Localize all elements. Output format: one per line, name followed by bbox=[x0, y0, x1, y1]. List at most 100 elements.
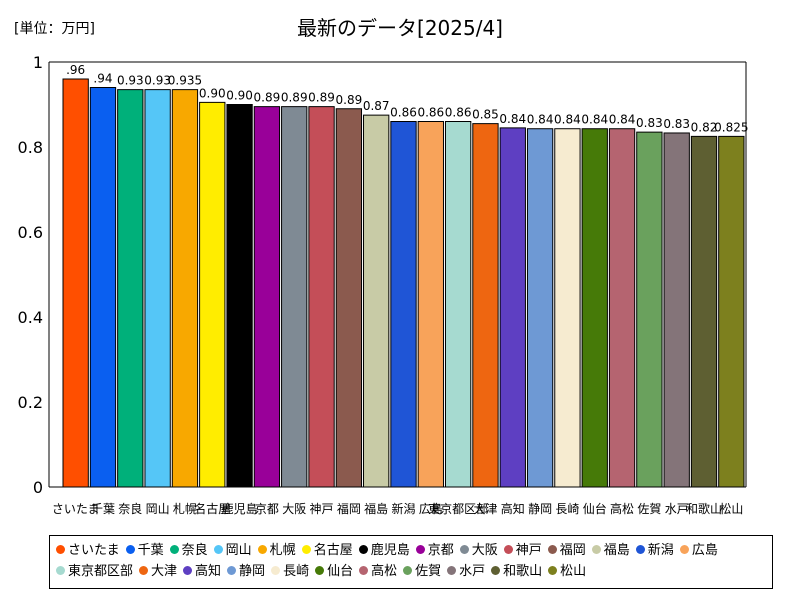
legend-label: 大阪 bbox=[471, 543, 498, 558]
legend-label: 京都 bbox=[427, 543, 454, 558]
legend-label: 東京都区部 bbox=[68, 564, 134, 579]
legend-marker bbox=[359, 566, 369, 575]
legend-marker bbox=[447, 566, 457, 575]
bar bbox=[390, 121, 417, 488]
legend-marker bbox=[257, 545, 267, 554]
bar bbox=[690, 135, 718, 488]
bar bbox=[718, 135, 745, 488]
x-tick-label: 佐賀 bbox=[637, 502, 661, 516]
bar-value-label: 0.86 bbox=[417, 106, 444, 120]
bar-value-label: 0.86 bbox=[390, 106, 417, 120]
legend-item: 高松 bbox=[359, 561, 397, 582]
legend-label: 鹿児島 bbox=[370, 543, 410, 558]
bar bbox=[608, 128, 636, 488]
legend-label: 岡山 bbox=[225, 543, 252, 558]
bar bbox=[499, 127, 526, 488]
legend-label: 水戸 bbox=[459, 564, 486, 579]
bar bbox=[335, 108, 363, 488]
legend-marker bbox=[503, 545, 513, 554]
y-tick-label: 0.8 bbox=[18, 138, 43, 157]
legend-item: 福岡 bbox=[547, 540, 586, 561]
bar bbox=[308, 106, 335, 488]
legend-label: 松山 bbox=[560, 564, 587, 579]
legend-label: 福島 bbox=[603, 543, 630, 558]
x-tick-label: 仙台 bbox=[583, 501, 607, 516]
bar bbox=[171, 89, 199, 488]
bar bbox=[281, 106, 308, 488]
bar-value-label: 0.89 bbox=[281, 91, 308, 105]
legend-marker bbox=[271, 566, 281, 575]
legend-item: 京都 bbox=[415, 540, 454, 561]
legend-label: 高知 bbox=[195, 564, 222, 579]
bar-value-label: 0.90 bbox=[226, 89, 253, 103]
bar bbox=[199, 101, 226, 488]
bar-value-label: 0.93 bbox=[117, 74, 144, 88]
legend-label: 高松 bbox=[371, 564, 398, 579]
bar-value-label: 0.935 bbox=[168, 74, 202, 88]
x-tick-label: 札幌 bbox=[173, 501, 197, 516]
legend-label: 大津 bbox=[151, 564, 178, 579]
legend-marker bbox=[403, 566, 413, 575]
bar-value-label: 0.84 bbox=[554, 113, 581, 127]
bar-value-label: 0.84 bbox=[609, 113, 636, 127]
legend-label: さいたま bbox=[68, 543, 120, 558]
legend-label: 広島 bbox=[691, 543, 718, 558]
bar-value-label: 0.86 bbox=[445, 106, 472, 120]
x-tick-label: さいたま bbox=[52, 502, 100, 516]
x-tick-label: 福岡 bbox=[337, 501, 361, 516]
unit-label: [単位：万円] bbox=[14, 21, 95, 37]
bar bbox=[554, 128, 581, 488]
legend-item: 静岡 bbox=[227, 561, 265, 582]
bar bbox=[417, 121, 444, 488]
x-tick-label: 神戸 bbox=[310, 502, 334, 516]
legend-marker bbox=[301, 545, 311, 554]
legend-marker bbox=[169, 545, 179, 554]
bar bbox=[472, 123, 499, 488]
legend-marker bbox=[548, 566, 558, 575]
x-tick-label: 高松 bbox=[610, 501, 634, 516]
legend-marker bbox=[635, 545, 645, 554]
bar-value-label: 0.84 bbox=[581, 113, 608, 127]
legend-item: 佐賀 bbox=[403, 561, 441, 582]
legend-label: 新潟 bbox=[647, 543, 674, 558]
bar bbox=[226, 104, 253, 488]
legend: さいたま 千葉 奈良 岡山 札幌 名古屋 鹿児島 京都 大阪 神戸 福岡 福島 新潟 広島東京都区部 大津 高… bbox=[49, 535, 773, 589]
x-tick-label: 水戸 bbox=[665, 502, 689, 516]
legend-label: 名古屋 bbox=[313, 543, 353, 558]
legend-item: 長崎 bbox=[271, 561, 309, 582]
x-tick-label: 高知 bbox=[501, 501, 525, 516]
legend-marker bbox=[315, 566, 325, 575]
x-tick-label: 奈良 bbox=[118, 501, 142, 516]
bar-value-label: 0.83 bbox=[663, 117, 690, 131]
legend-marker bbox=[459, 545, 469, 554]
bar-value-label: 0.89 bbox=[254, 91, 281, 105]
legend-marker bbox=[139, 566, 149, 575]
x-tick-label: 広島 bbox=[419, 501, 443, 516]
legend-label: 札幌 bbox=[269, 543, 296, 558]
bar-value-label: 0.89 bbox=[336, 93, 363, 107]
legend-item: 東京都区部 bbox=[56, 561, 133, 582]
legend-item: 鹿児島 bbox=[358, 540, 410, 561]
legend-marker bbox=[591, 545, 601, 554]
legend-marker bbox=[491, 566, 501, 575]
legend-label: 和歌山 bbox=[503, 564, 543, 579]
bar bbox=[526, 128, 554, 488]
legend-item: 仙台 bbox=[315, 561, 353, 582]
x-tick-label: 松山 bbox=[719, 502, 743, 516]
legend-item: 福島 bbox=[591, 540, 630, 561]
y-axis: 0 0.2 0.4 0.6 0.8 1 bbox=[18, 53, 747, 497]
legend-marker bbox=[679, 545, 689, 554]
y-tick-label: 1 bbox=[33, 53, 43, 72]
legend-label: 福岡 bbox=[559, 543, 586, 558]
bar-value-label: 0.89 bbox=[308, 91, 335, 105]
legend-marker bbox=[415, 545, 425, 554]
legend-label: 千葉 bbox=[137, 543, 164, 558]
bar-value-label: 0.84 bbox=[499, 112, 526, 126]
legend-item: さいたま bbox=[56, 540, 120, 561]
x-tick-label: 京都 bbox=[255, 502, 279, 516]
legend-marker bbox=[56, 566, 65, 575]
legend-marker bbox=[125, 545, 135, 554]
bar-value-label: .94 bbox=[93, 72, 112, 86]
legend-label: 佐賀 bbox=[415, 564, 442, 579]
y-tick-label: 0.2 bbox=[18, 393, 43, 412]
